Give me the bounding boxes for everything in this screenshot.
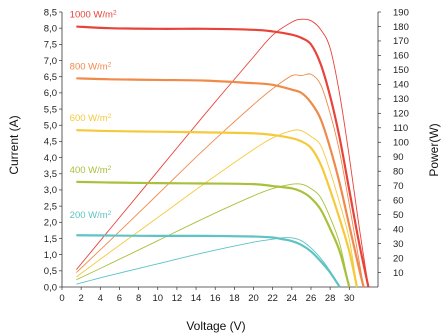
y-left-tick-label: 1,5 xyxy=(44,234,57,245)
iv-curve-4 xyxy=(76,234,341,288)
curves xyxy=(76,18,370,288)
y-left-tick-label: 6,5 xyxy=(44,72,57,83)
y-right-tick-label: 40 xyxy=(393,224,404,235)
y-left-tick-label: 8,5 xyxy=(44,7,57,18)
power-curve-3 xyxy=(76,183,350,288)
y-right-tick-label: 90 xyxy=(393,152,404,163)
y-right-tick-label: 160 xyxy=(393,51,409,62)
x-tick-label: 28 xyxy=(325,293,336,304)
x-tick-label: 18 xyxy=(229,293,240,304)
y-left-tick-label: 2,5 xyxy=(44,201,57,212)
y-right-tick-label: 170 xyxy=(393,36,409,47)
x-tick-label: 30 xyxy=(344,293,355,304)
x-axis-title: Voltage (V) xyxy=(186,319,245,333)
y-left-tick-label: 3,0 xyxy=(44,185,57,196)
y-right-tick-label: 50 xyxy=(393,210,404,221)
series-label-superscript: 2 xyxy=(113,10,117,17)
y-right-tick-label: 140 xyxy=(393,80,409,91)
power-curve-4 xyxy=(76,237,341,288)
series-label-3: 400 W/m2 xyxy=(70,165,112,176)
y-left-tick-label: 5,0 xyxy=(44,121,57,132)
iv-curve-3 xyxy=(76,180,351,288)
y-axis-left-title: Current (A) xyxy=(7,115,21,174)
y-left-tick-label: 0,5 xyxy=(44,266,57,277)
series-label-text: 800 W/m xyxy=(70,61,108,72)
y-right-tick-label: 130 xyxy=(393,94,409,105)
y-left-tick-label: 7,0 xyxy=(44,56,57,67)
series-label-2: 600 W/m2 xyxy=(70,113,112,124)
series-label-text: 1000 W/m xyxy=(70,10,113,21)
x-tick-label: 16 xyxy=(210,293,221,304)
y-right-tick-label: 30 xyxy=(393,239,404,250)
iv-curve-1 xyxy=(76,77,365,288)
x-tick-label: 4 xyxy=(98,293,103,304)
y-left-tick-label: 7,5 xyxy=(44,40,57,51)
x-tick-label: 14 xyxy=(191,293,202,304)
x-tick-label: 8 xyxy=(136,293,141,304)
y-left-tick-label: 5,5 xyxy=(44,104,57,115)
series-label-1: 800 W/m2 xyxy=(70,61,112,72)
power-curve-0 xyxy=(76,18,369,288)
y-right-tick-label: 110 xyxy=(393,123,408,134)
x-tick-label: 20 xyxy=(248,293,259,304)
series-label-0: 1000 W/m2 xyxy=(70,10,117,21)
y-left-tick-label: 0,0 xyxy=(44,282,57,293)
y-right-tick-label: 20 xyxy=(393,253,404,264)
series-label-4: 200 W/m2 xyxy=(70,210,112,221)
series-label-superscript: 2 xyxy=(108,210,112,217)
y-right-tick-label: 100 xyxy=(393,138,409,149)
iv-curve-0 xyxy=(76,25,370,288)
y-right-tick-label: 190 xyxy=(393,7,409,18)
y-right-tick-label: 60 xyxy=(393,195,404,206)
series-label-text: 200 W/m xyxy=(70,210,108,221)
x-tick-label: 6 xyxy=(117,293,122,304)
y-left-tick-label: 3,5 xyxy=(44,169,57,180)
y-left-tick-label: 4,0 xyxy=(44,153,57,164)
axes: 0,0 0,5 1,0 1,5 2,0 2,5 3,0 3,5 4,0 4,5 5,0 5,5 6,0 6… xyxy=(44,7,409,304)
y-right-tick-label: 70 xyxy=(393,181,404,192)
power-curve-2 xyxy=(76,129,358,288)
y-left-tick-label: 8,0 xyxy=(44,23,57,34)
series-label-superscript: 2 xyxy=(108,61,112,68)
x-tick-label: 0 xyxy=(59,293,64,304)
iv-curve-2 xyxy=(76,128,359,288)
y-right-tick-label: 180 xyxy=(393,22,409,33)
x-tick-label: 10 xyxy=(152,293,163,304)
y-right-tick-label: 150 xyxy=(393,65,409,76)
series-label-text: 400 W/m xyxy=(70,165,108,176)
x-tick-label: 22 xyxy=(267,293,278,304)
y-left-tick-label: 1,0 xyxy=(44,250,57,261)
y-right-tick-label: 10 xyxy=(393,268,404,279)
y-axis-right-title: Power(W) xyxy=(427,123,441,176)
x-tick-label: 2 xyxy=(79,293,84,304)
y-left-tick-label: 2,0 xyxy=(44,218,57,229)
y-right-tick-label: 120 xyxy=(393,109,409,120)
series-label-text: 600 W/m xyxy=(70,113,108,124)
y-right-tick-label: 80 xyxy=(393,167,404,178)
power-curve-1 xyxy=(76,73,365,288)
y-left-tick-label: 6,0 xyxy=(44,88,57,99)
x-tick-label: 12 xyxy=(172,293,183,304)
x-tick-label: 26 xyxy=(306,293,317,304)
series-label-superscript: 2 xyxy=(108,113,112,120)
x-tick-label: 24 xyxy=(287,293,298,304)
y-left-tick-label: 4,5 xyxy=(44,137,57,148)
series-label-superscript: 2 xyxy=(108,165,112,172)
